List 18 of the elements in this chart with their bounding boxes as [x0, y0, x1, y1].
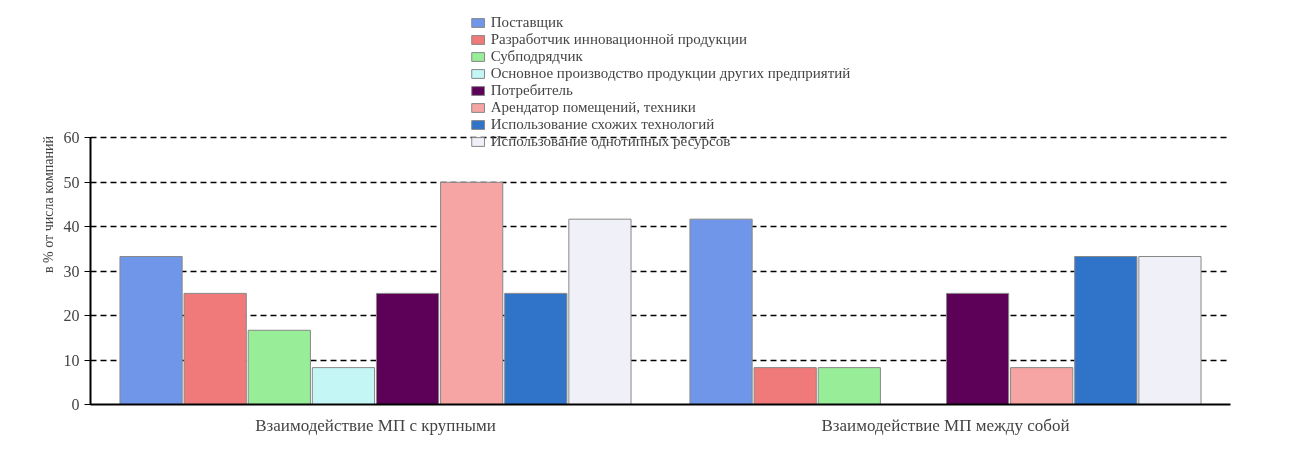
legend-label: Арендатор помещений, техники	[490, 99, 696, 116]
legend-label: Основное производство продукции других предприятий	[490, 65, 851, 82]
legend-label: Поставщик	[490, 14, 564, 31]
legend-label: Субподрядчик	[490, 48, 583, 65]
y-tick-label: 50	[63, 173, 80, 191]
y-tick-label: 30	[63, 262, 80, 280]
legend-label: Потребитель	[490, 82, 573, 99]
y-tick-label: 60	[63, 129, 80, 147]
y-tick-label: 40	[63, 218, 80, 236]
x-tick-label: Взаимодействие МП с крупными	[255, 415, 496, 435]
y-axis-title: в % от числа компаний	[40, 135, 56, 274]
y-tick-label: 20	[63, 307, 80, 325]
y-tick-label: 0	[71, 396, 80, 413]
legend-label: Использование схожих технологий	[490, 116, 715, 133]
y-tick-label: 10	[63, 351, 80, 369]
legend-label: Разработчик инновационной продукции	[490, 31, 747, 48]
x-tick-label: Взаимодействие МП между собой	[821, 415, 1070, 435]
legend-label: Использование однотипных ресурсов	[490, 133, 731, 150]
